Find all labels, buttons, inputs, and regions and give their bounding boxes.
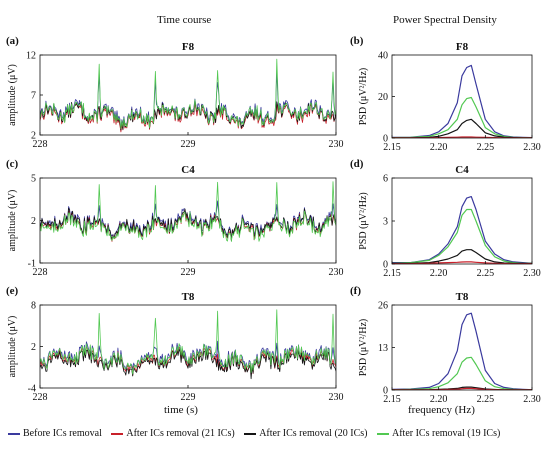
- panel-title-a: F8: [182, 41, 195, 53]
- plot-lines-e: [40, 309, 336, 380]
- x-tick-label-a-230: 230: [329, 139, 344, 150]
- x-tick-label-d-2.30: 2.30: [523, 268, 541, 279]
- y-axis-label-e: amplitude (μV): [7, 316, 18, 378]
- y-tick-label-f-26: 26: [378, 301, 388, 312]
- x-tick-label-d-2.25: 2.25: [477, 268, 495, 279]
- x-tick-label-f-2.25: 2.25: [477, 394, 495, 405]
- x-tick-label-b-2.25: 2.25: [477, 142, 495, 153]
- axes-frame-b: [391, 54, 533, 139]
- y-axis-label-c: amplitude (μV): [7, 190, 18, 252]
- panel-title-f: T8: [456, 291, 469, 303]
- legend-label-ica20: After ICs removal (20 ICs): [259, 428, 368, 439]
- series-line-before-e: [40, 340, 336, 375]
- series-line-before-b: [392, 64, 532, 138]
- series-line-before-f: [392, 312, 532, 390]
- panel-title-d: C4: [455, 164, 469, 176]
- y-tick-label-d-0: 0: [383, 260, 388, 271]
- panel-label-f: (f): [350, 285, 361, 297]
- series-line-ica20-b: [392, 118, 532, 138]
- legend-item-ica20: After ICs removal (20 ICs): [244, 428, 368, 439]
- y-tick-label-e--4: -4: [28, 384, 36, 395]
- y-tick-label-c--1: -1: [28, 259, 36, 270]
- series-line-ica19-f: [392, 356, 532, 390]
- y-tick-label-f-13: 13: [378, 343, 388, 354]
- panel-title-c: C4: [181, 164, 195, 176]
- series-line-ica19-e: [40, 309, 336, 375]
- x-tick-label-e-228: 228: [33, 392, 48, 403]
- series-line-before-d: [392, 196, 532, 264]
- y-tick-label-d-6: 6: [383, 174, 388, 185]
- frequency-axis-label: frequency (Hz): [408, 404, 475, 416]
- x-tick-label-c-230: 230: [329, 267, 344, 278]
- legend-label-ica19: After ICs removal (19 ICs): [392, 428, 501, 439]
- time-axis-label: time (s): [164, 404, 198, 416]
- y-tick-label-c-2: 2: [31, 216, 36, 227]
- x-tick-label-b-2.20: 2.20: [430, 142, 448, 153]
- y-tick-label-f-0: 0: [383, 386, 388, 397]
- x-tick-label-c-228: 228: [33, 267, 48, 278]
- psd-header: Power Spectral Density: [393, 14, 497, 26]
- legend-item-before: Before ICs removal: [8, 428, 102, 439]
- x-tick-label-b-2.30: 2.30: [523, 142, 541, 153]
- plot-lines-f: [392, 312, 532, 390]
- time-course-header: Time course: [157, 14, 212, 26]
- y-tick-label-b-40: 40: [378, 51, 388, 62]
- x-tick-label-f-2.15: 2.15: [383, 394, 401, 405]
- x-tick-label-e-230: 230: [329, 392, 344, 403]
- y-tick-label-b-20: 20: [378, 92, 388, 103]
- x-tick-label-a-228: 228: [33, 139, 48, 150]
- x-tick-label-f-2.20: 2.20: [430, 394, 448, 405]
- panel-label-e: (e): [6, 285, 19, 297]
- x-tick-label-f-2.30: 2.30: [523, 394, 541, 405]
- y-tick-label-d-3: 3: [383, 217, 388, 228]
- y-axis-label-a: amplitude (μV): [7, 64, 18, 126]
- plot-lines-c: [40, 181, 336, 242]
- plot-lines-a: [40, 58, 336, 133]
- series-line-ica19-a: [40, 58, 336, 130]
- y-tick-label-c-5: 5: [31, 174, 36, 185]
- y-axis-label-d: PSD (μV²/Hz): [358, 192, 369, 250]
- legend-swatch-ica21: [111, 432, 124, 435]
- legend: Before ICs removal After ICs removal (21…: [8, 428, 500, 439]
- y-tick-label-b-0: 0: [383, 134, 388, 145]
- x-tick-label-c-229: 229: [181, 267, 196, 278]
- plot-lines-d: [392, 196, 532, 264]
- legend-swatch-ica20: [244, 432, 257, 435]
- axes-frame-f: [391, 304, 533, 391]
- x-tick-label-d-2.15: 2.15: [383, 268, 401, 279]
- panel-label-a: (a): [6, 35, 19, 47]
- x-tick-label-a-229: 229: [181, 139, 196, 150]
- y-tick-label-a-2: 2: [31, 131, 36, 142]
- legend-item-ica21: After ICs removal (21 ICs): [111, 428, 235, 439]
- panel-label-c: (c): [6, 158, 19, 170]
- legend-label-before: Before ICs removal: [23, 428, 102, 439]
- plot-lines-b: [392, 64, 532, 138]
- y-tick-label-a-12: 12: [26, 51, 36, 62]
- x-tick-label-b-2.15: 2.15: [383, 142, 401, 153]
- legend-label-ica21: After ICs removal (21 ICs): [126, 428, 235, 439]
- x-tick-label-e-229: 229: [181, 392, 196, 403]
- panel-title-e: T8: [182, 291, 195, 303]
- legend-swatch-before: [8, 432, 20, 435]
- series-line-ica19-b: [392, 96, 532, 138]
- x-tick-label-d-2.20: 2.20: [430, 268, 448, 279]
- series-line-ica19-d: [392, 208, 532, 264]
- y-tick-label-e-8: 8: [31, 301, 36, 312]
- legend-item-ica19: After ICs removal (19 ICs): [377, 428, 500, 439]
- series-line-ica20-e: [40, 348, 336, 380]
- y-tick-label-e-2: 2: [31, 342, 36, 353]
- axes-frame-a: [39, 54, 337, 136]
- series-line-ica19-c: [40, 181, 336, 242]
- y-tick-label-a-7: 7: [31, 91, 36, 102]
- panel-label-d: (d): [350, 158, 364, 170]
- panel-label-b: (b): [350, 35, 364, 47]
- legend-swatch-ica19: [377, 432, 389, 435]
- y-axis-label-f: PSD (μV²/Hz): [358, 319, 369, 377]
- panel-title-b: F8: [456, 41, 469, 53]
- y-axis-label-b: PSD (μV²/Hz): [358, 68, 369, 126]
